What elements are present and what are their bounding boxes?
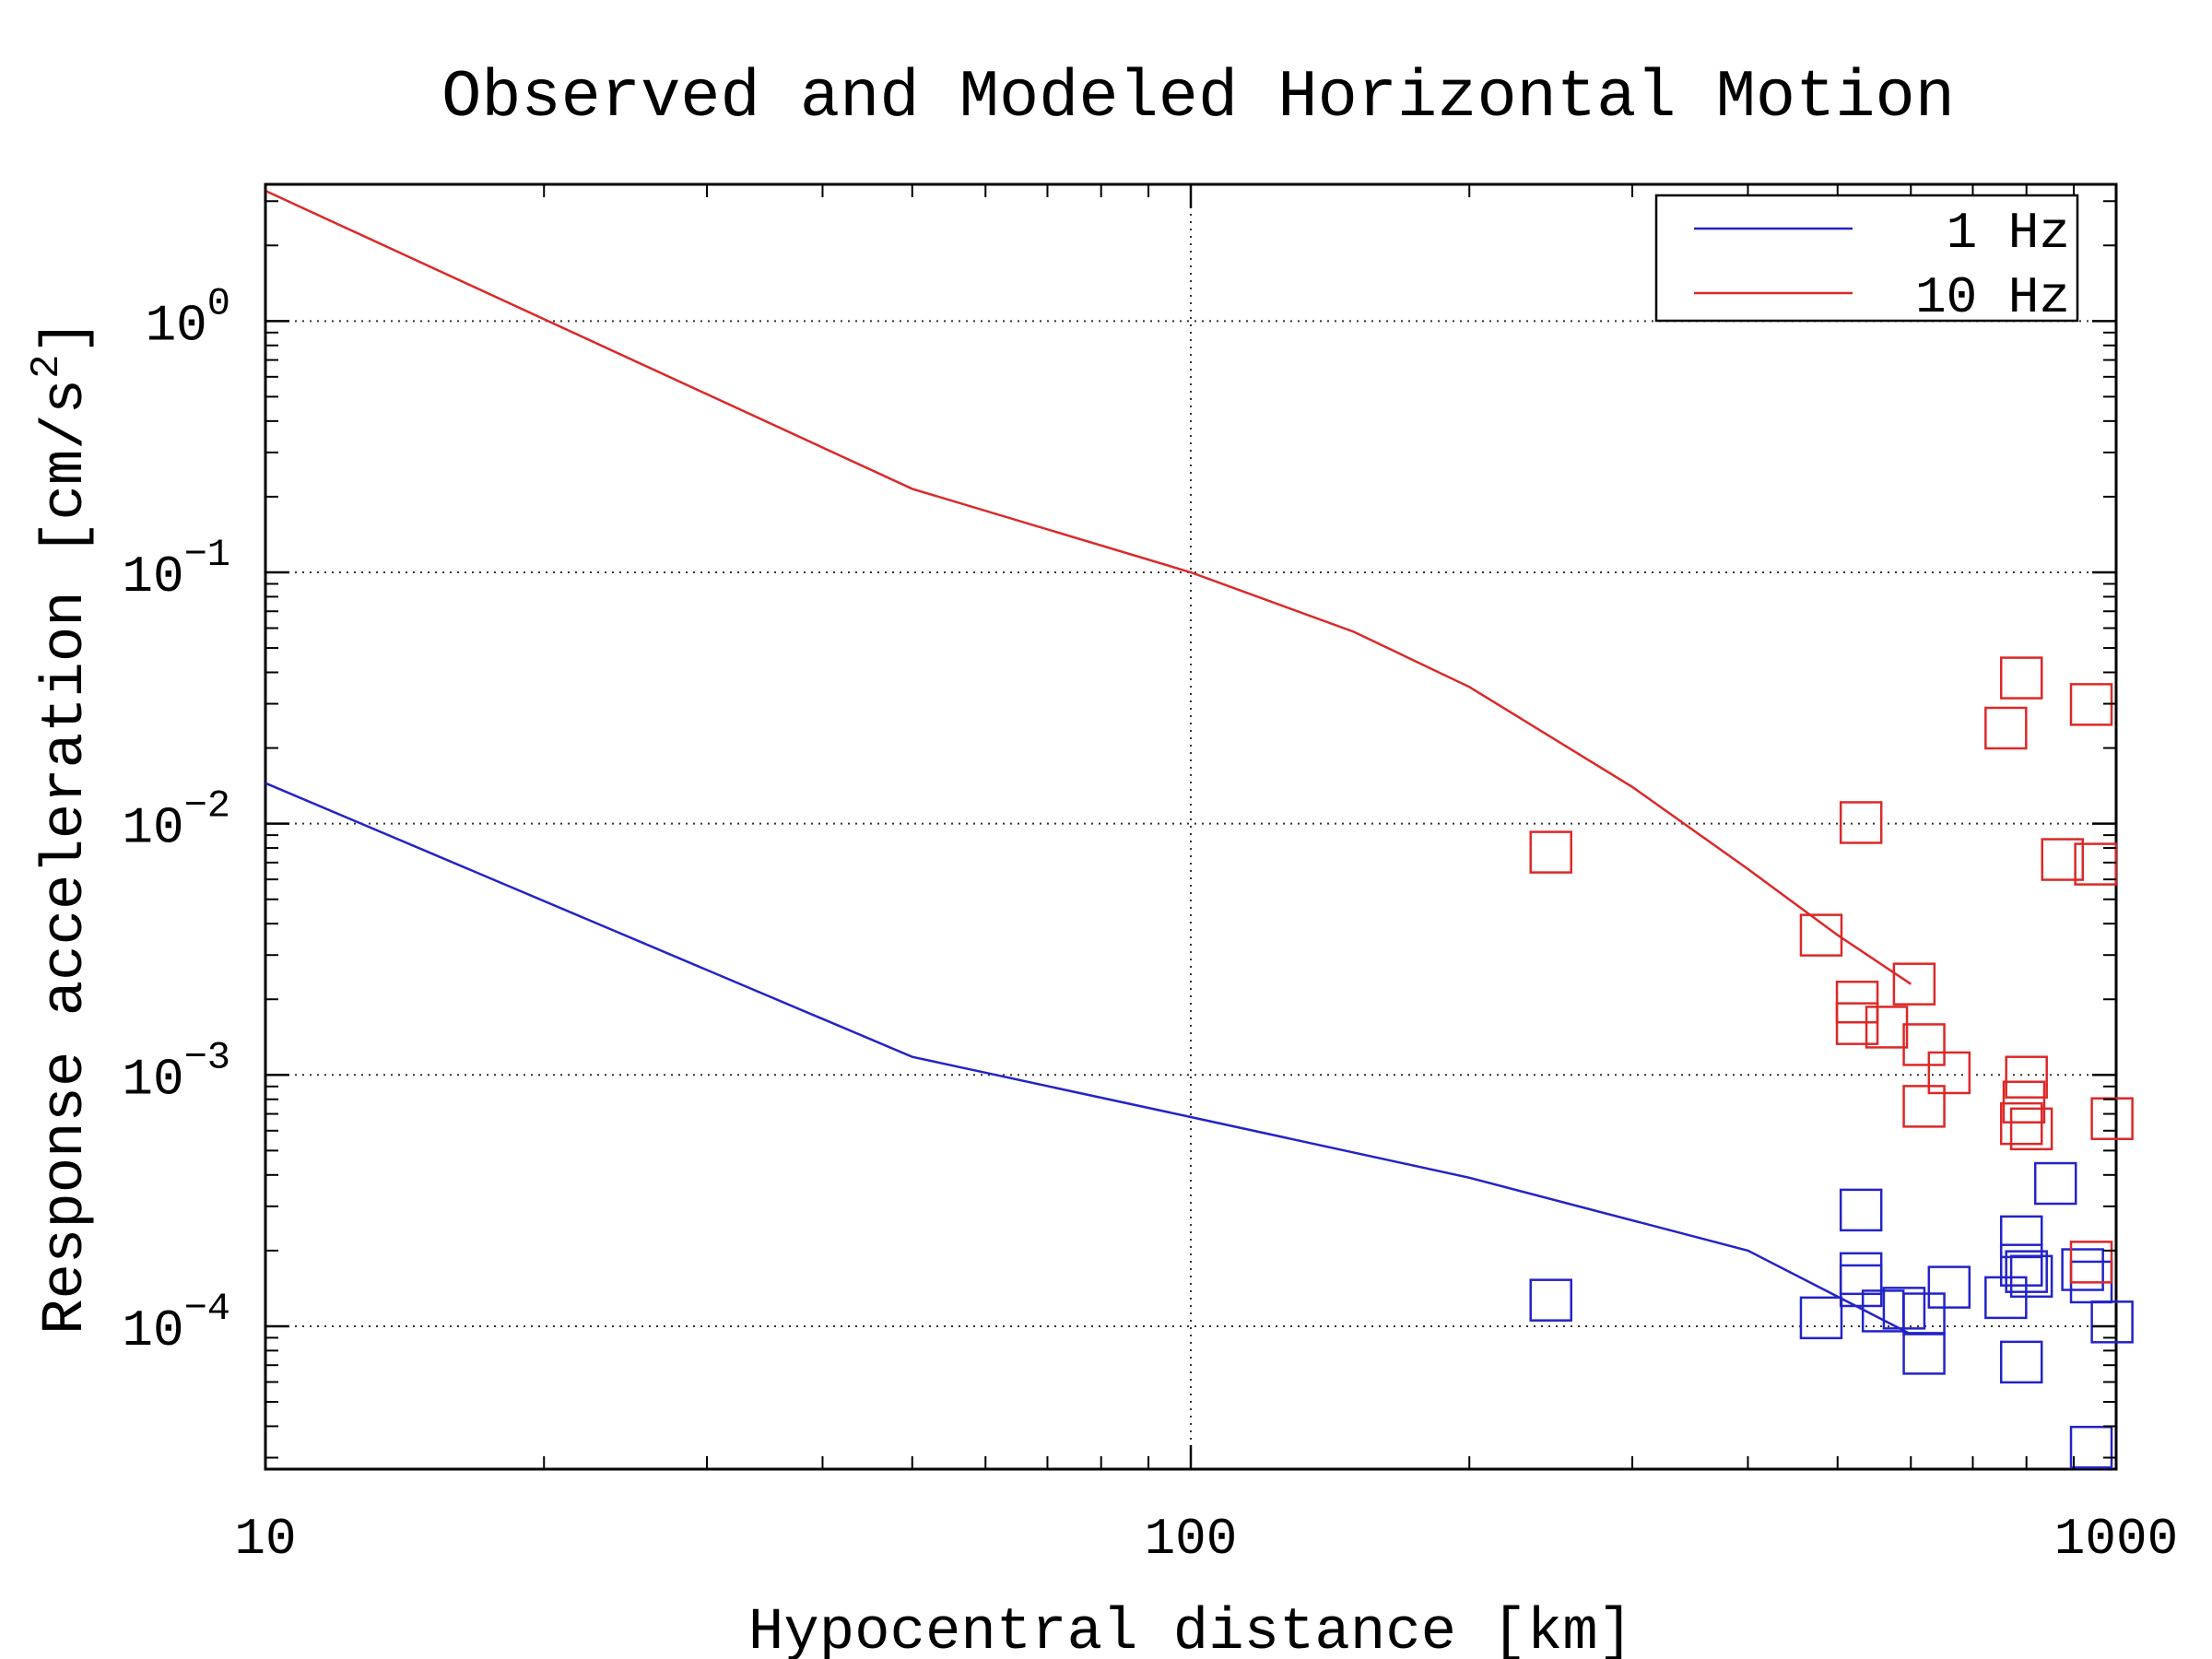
- y-tick-label-base: 10: [122, 799, 183, 858]
- model-line: [265, 782, 1912, 1335]
- y-tick-label-base: 10: [122, 547, 183, 606]
- observed-point: [1799, 913, 1843, 957]
- observed-point: [1529, 1278, 1572, 1322]
- y-tick-label-exponent: −4: [184, 1287, 230, 1331]
- chart-title: Observed and Modeled Horizontal Motion: [441, 60, 1955, 135]
- observed-point: [1902, 1332, 1946, 1375]
- observed-point: [1529, 830, 1572, 874]
- model-line: [265, 189, 1912, 985]
- y-tick-label-exponent: −1: [184, 533, 230, 577]
- legend-box: [1654, 194, 2079, 323]
- observed-point: [1839, 1252, 1883, 1296]
- y-tick-label: 10−3: [122, 1035, 230, 1109]
- x-tick-label: 10: [234, 1510, 296, 1569]
- observed-point: [1835, 980, 1879, 1024]
- observed-point: [2005, 1250, 2048, 1293]
- y-tick-label: 10−4: [122, 1287, 230, 1360]
- observed-point: [2033, 1161, 2077, 1206]
- observed-point: [1999, 1101, 2043, 1146]
- observed-point: [2074, 842, 2117, 886]
- observed-point: [2090, 1300, 2134, 1344]
- observed-point: [1984, 706, 2028, 750]
- y-tick-label-exponent: −2: [184, 784, 230, 829]
- observed-point: [1839, 1188, 1883, 1232]
- y-tick-label-base: 10: [122, 1050, 183, 1109]
- y-axis-label-tail: ]: [33, 319, 100, 354]
- observed-point: [1835, 1002, 1879, 1045]
- y-tick-label-exponent: 0: [207, 281, 230, 325]
- y-tick-label: 10−1: [122, 533, 230, 606]
- y-tick-label-exponent: −3: [184, 1035, 230, 1079]
- observed-point: [1839, 1264, 1883, 1308]
- y-axis-label-superscript: 2: [24, 355, 70, 379]
- y-tick-label: 10−2: [122, 784, 230, 858]
- observed-point: [1927, 1265, 1971, 1309]
- y-axis-label: Response acceleration [cm/s2]: [24, 319, 100, 1335]
- observed-point: [1927, 1051, 1971, 1095]
- observed-point: [2069, 1241, 2113, 1284]
- grid: [265, 184, 2116, 1469]
- legend-label: 1 Hz: [1947, 204, 2070, 263]
- observed-point: [2005, 1055, 2048, 1099]
- x-tick-label: 100: [1145, 1510, 1238, 1569]
- observed-point: [2009, 1254, 2053, 1299]
- x-axis-label: Hypocentral distance [km]: [748, 1600, 1633, 1659]
- observed-point: [2002, 1080, 2046, 1124]
- observed-point: [1999, 656, 2043, 700]
- observed-point: [2009, 1107, 2053, 1151]
- observed-point: [1999, 1340, 2043, 1384]
- observed-point: [1892, 962, 1936, 1006]
- observed-point: [2041, 838, 2085, 881]
- observed-point: [1799, 1296, 1843, 1340]
- observed-point: [2061, 1248, 2104, 1291]
- legend-label: 10 Hz: [1915, 268, 2070, 327]
- series-layer: [265, 189, 2134, 1469]
- y-tick-label: 100: [146, 281, 230, 355]
- observed-point: [1865, 1006, 1909, 1049]
- y-tick-label-base: 10: [122, 1301, 183, 1360]
- series-0: [265, 782, 2134, 1469]
- observed-point: [2069, 1425, 2113, 1469]
- observed-point: [1902, 1023, 1946, 1066]
- y-tick-label-base: 10: [146, 296, 207, 355]
- x-tick-label: 1000: [2054, 1510, 2178, 1569]
- y-axis-label-main: Response acceleration [cm/s: [33, 379, 100, 1335]
- observed-point: [1839, 801, 1883, 844]
- observed-point: [2090, 1097, 2134, 1140]
- series-1: [265, 189, 2134, 1284]
- observed-point: [1902, 1085, 1946, 1128]
- observed-point: [1999, 1243, 2043, 1287]
